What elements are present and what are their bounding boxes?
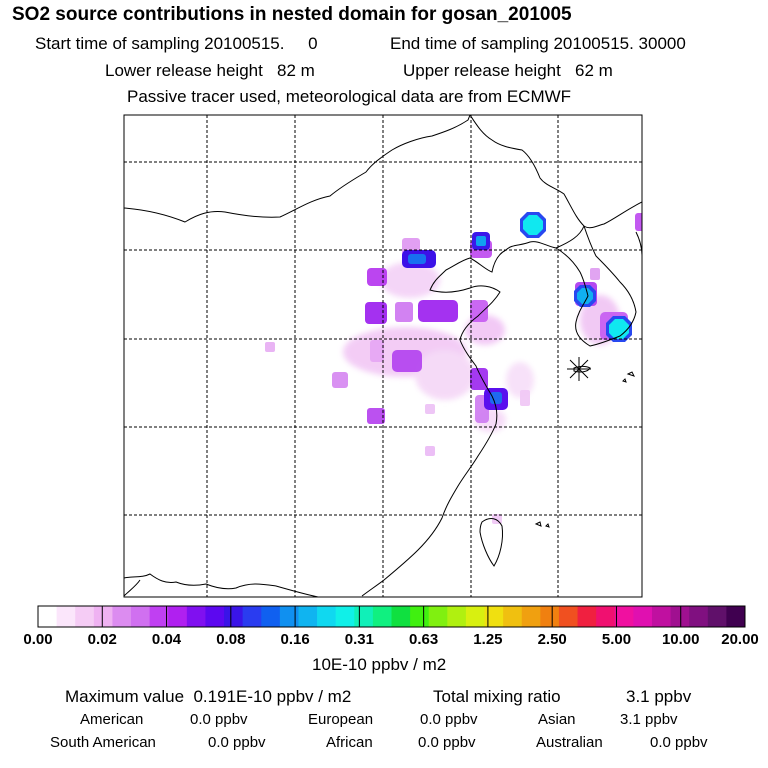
colorbar-swatch (224, 606, 244, 627)
colorbar-swatch (484, 606, 504, 627)
region-value-australian: 0.0 ppbv (650, 734, 708, 751)
coast-japan (635, 231, 642, 257)
colorbar-tick-label: 10.00 (661, 631, 700, 648)
colorbar-swatch (131, 606, 151, 627)
region-value-asian: 3.1 ppbv (620, 711, 678, 728)
upper-release-label: Upper release height 62 m (403, 61, 613, 80)
colorbar-tick-label: 5.00 (601, 631, 632, 648)
coast-east (361, 339, 498, 597)
border-north2 (469, 115, 642, 229)
colorbar-swatch (261, 606, 281, 627)
receptor-marker (567, 357, 591, 381)
colorbar (37, 605, 746, 628)
region-value-african: 0.0 ppbv (418, 734, 476, 751)
colorbar-swatch (112, 606, 132, 627)
region-name-european: European (308, 711, 374, 728)
colorbar-swatch (93, 606, 113, 627)
colorbar-swatch (689, 606, 709, 627)
colorbar-tick-label: 0.00 (23, 631, 53, 648)
max-value-label: Maximum value 0.191E-10 ppbv / m2 (65, 687, 352, 706)
colorbar-tick-label: 2.50 (537, 631, 567, 648)
region-name-american: American (80, 711, 144, 728)
tracer-note: Passive tracer used, meteorological data… (127, 87, 572, 106)
colorbar-tick-label: 0.08 (216, 631, 246, 648)
region-name-asian: Asian (538, 711, 576, 728)
colorbar-swatch (75, 606, 95, 627)
chart-title: SO2 source contributions in nested domai… (12, 4, 572, 25)
island-taiwan (479, 518, 503, 567)
colorbar-swatch (521, 606, 541, 627)
border-south (124, 573, 319, 597)
coastline (124, 115, 642, 597)
colorbar-swatch (447, 606, 467, 627)
colorbar-swatch (428, 606, 448, 627)
colorbar-swatch (168, 606, 188, 627)
region-value-european: 0.0 ppbv (420, 711, 478, 728)
colorbar-swatch (651, 606, 672, 627)
coast-bohai (429, 225, 585, 341)
region-value-american: 0.0 ppbv (190, 711, 248, 728)
region-name-african: African (326, 734, 373, 751)
colorbar-swatch (56, 606, 76, 627)
start-time-label: Start time of sampling 20100515. 0 (35, 34, 318, 53)
border-north (124, 115, 471, 223)
colorbar-swatch (242, 606, 262, 627)
colorbar-swatch (707, 606, 727, 627)
colorbar-swatch (391, 606, 411, 627)
colorbar-swatch (726, 606, 746, 627)
colorbar-swatch (540, 606, 560, 627)
colorbar-swatch (410, 606, 430, 627)
colorbar-swatch (186, 606, 206, 627)
colorbar-swatch (596, 606, 616, 627)
colorbar-swatch (149, 606, 169, 627)
colorbar-tick-label: 0.02 (87, 631, 117, 648)
map-frame (123, 114, 643, 598)
region-value-south-american: 0.0 ppbv (208, 734, 266, 751)
colorbar-swatch (633, 606, 653, 627)
region-name-south-american: South American (50, 734, 156, 751)
colorbar-tick-label: 0.04 (151, 631, 182, 648)
colorbar-swatch (298, 606, 318, 627)
colorbar-swatch (317, 606, 337, 627)
end-time-label: End time of sampling 20100515. 30000 (390, 34, 686, 53)
colorbar-swatch (354, 606, 374, 627)
border-sw (124, 579, 141, 597)
coast-korea (555, 225, 637, 347)
colorbar-swatch (465, 606, 486, 627)
colorbar-tick-label: 0.63 (409, 631, 439, 648)
colorbar-swatch (558, 606, 579, 627)
lower-release-label: Lower release height 82 m (105, 61, 315, 80)
colorbar-unit: 10E-10 ppbv / m2 (312, 655, 447, 674)
colorbar-tick-label: 0.16 (280, 631, 310, 648)
map-grid (124, 115, 642, 597)
colorbar-tick-label: 1.25 (473, 631, 503, 648)
colorbar-swatch (205, 606, 225, 627)
contribution-field (265, 212, 642, 524)
colorbar-swatch (670, 606, 690, 627)
plume-hotspots (520, 212, 632, 342)
colorbar-swatch (335, 606, 355, 627)
total-mixing-label: Total mixing ratio (433, 687, 561, 706)
islands-small (534, 371, 635, 528)
colorbar-tick-label: 0.31 (344, 631, 374, 648)
colorbar-swatch (577, 606, 597, 627)
colorbar-swatch (38, 606, 58, 627)
island-jeju (573, 366, 591, 373)
colorbar-swatch (503, 606, 523, 627)
region-name-australian: Australian (536, 734, 603, 751)
colorbar-tick-label: 20.00 (721, 631, 759, 648)
total-mixing-value: 3.1 ppbv (626, 687, 692, 706)
colorbar-swatch (614, 606, 634, 627)
colorbar-swatch (372, 606, 392, 627)
colorbar-swatch (279, 606, 299, 627)
